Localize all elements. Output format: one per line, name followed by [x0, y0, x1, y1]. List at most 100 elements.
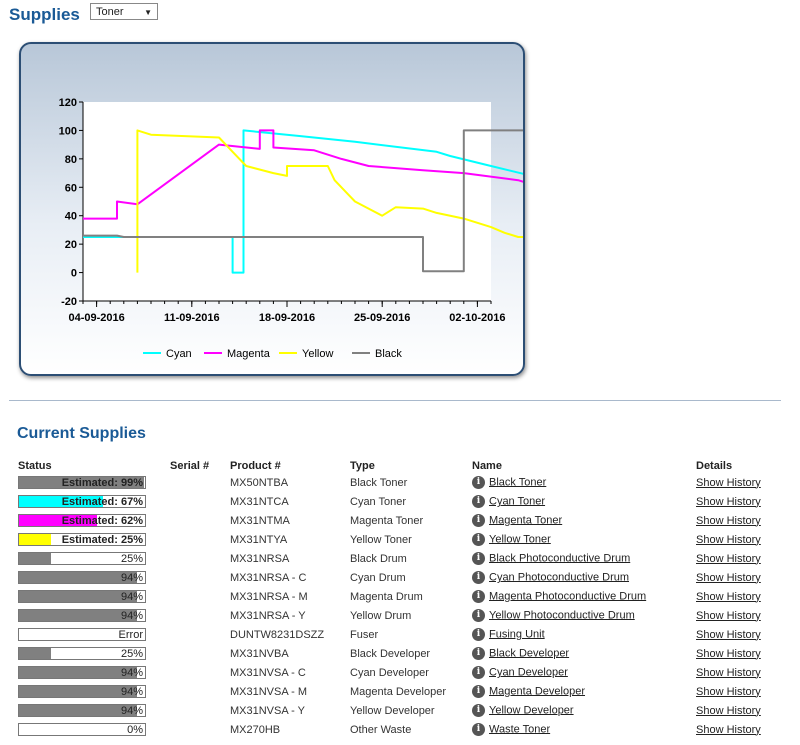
supply-name-link[interactable]: Black Developer — [489, 647, 570, 660]
product-cell: MX31NRSA - Y — [230, 609, 306, 622]
info-icon[interactable]: i — [472, 647, 485, 660]
info-icon[interactable]: i — [472, 571, 485, 584]
table-row: 94% MX31NRSA - M Magenta Drum i Magenta Phot… — [18, 587, 776, 606]
level-bar-fill — [19, 705, 138, 716]
serial-header: Serial # — [170, 459, 210, 472]
details-cell: Show History — [696, 530, 776, 549]
supply-name-link[interactable]: Cyan Photoconductive Drum — [489, 571, 630, 584]
show-history-link[interactable]: Show History — [696, 704, 761, 717]
show-history-link[interactable]: Show History — [696, 666, 761, 679]
level-bar: Estimated: 67% — [18, 495, 146, 508]
details-cell: Show History — [696, 644, 776, 663]
supply-name-link[interactable]: Magenta Developer — [489, 685, 586, 698]
details-cell: Show History — [696, 606, 776, 625]
status-cell: 94% — [18, 587, 170, 606]
info-icon[interactable]: i — [472, 495, 485, 508]
type-cell: Cyan Toner — [350, 495, 407, 508]
table-row: 94% MX31NVSA - M Magenta Developer i Magenta… — [18, 682, 776, 701]
serial-cell — [170, 492, 230, 511]
serial-cell — [170, 701, 230, 720]
supply-name-link[interactable]: Cyan Toner — [489, 495, 546, 508]
type-cell: Black Developer — [350, 647, 431, 660]
name-cell: i Yellow Photoconductive Drum — [472, 606, 696, 625]
supply-name-link[interactable]: Yellow Developer — [489, 704, 574, 717]
level-label: Estimated: 99% — [61, 477, 143, 489]
status-cell: Error — [18, 625, 170, 644]
name-cell: i Magenta Toner — [472, 511, 696, 530]
name-cell: i Black Toner — [472, 473, 696, 492]
status-cell: 94% — [18, 663, 170, 682]
info-icon[interactable]: i — [472, 552, 485, 565]
type-cell: Cyan Developer — [350, 666, 429, 679]
name-cell: i Yellow Toner — [472, 530, 696, 549]
status-cell: 94% — [18, 606, 170, 625]
product-cell: MX31NTMA — [230, 514, 290, 527]
show-history-link[interactable]: Show History — [696, 590, 761, 603]
table-row: Estimated: 67% MX31NTCA Cyan Toner i Cyan To… — [18, 492, 776, 511]
serial-cell — [170, 606, 230, 625]
supply-name-link[interactable]: Yellow Photoconductive Drum — [489, 609, 635, 622]
info-icon[interactable]: i — [472, 685, 485, 698]
level-label: Estimated: 25% — [61, 534, 143, 546]
table-row: 25% MX31NRSA Black Drum i Black Photoconduct… — [18, 549, 776, 568]
show-history-link[interactable]: Show History — [696, 723, 761, 736]
show-history-link[interactable]: Show History — [696, 495, 761, 508]
show-history-link[interactable]: Show History — [696, 647, 761, 660]
type-cell: Magenta Drum — [350, 590, 423, 603]
level-label: 25% — [120, 648, 143, 660]
info-icon[interactable]: i — [472, 514, 485, 527]
level-label: 94% — [120, 591, 143, 603]
y-tick-label: 60 — [65, 182, 77, 194]
type-cell: Yellow Drum — [350, 609, 412, 622]
series-line-cyan — [83, 129, 523, 274]
status-cell: Estimated: 99% — [18, 473, 170, 492]
info-icon[interactable]: i — [472, 533, 485, 546]
supply-name-link[interactable]: Magenta Photoconductive Drum — [489, 590, 647, 603]
show-history-link[interactable]: Show History — [696, 571, 761, 584]
level-bar-fill — [19, 515, 98, 526]
table-row: 94% MX31NRSA - C Cyan Drum i Cyan Photocondu… — [18, 568, 776, 587]
y-tick-label: 0 — [71, 268, 77, 280]
y-tick-label: 120 — [59, 97, 77, 109]
level-bar: Estimated: 62% — [18, 514, 146, 527]
supply-name-link[interactable]: Waste Toner — [489, 723, 551, 736]
info-icon[interactable]: i — [472, 590, 485, 603]
supply-type-value: Toner — [96, 6, 124, 18]
info-icon[interactable]: i — [472, 628, 485, 641]
show-history-link[interactable]: Show History — [696, 609, 761, 622]
x-tick-label: 25-09-2016 — [354, 312, 410, 324]
serial-cell — [170, 549, 230, 568]
supply-name-link[interactable]: Magenta Toner — [489, 514, 563, 527]
series-line-black — [83, 129, 523, 273]
show-history-link[interactable]: Show History — [696, 685, 761, 698]
product-cell: MX270HB — [230, 723, 281, 736]
level-bar-fill — [19, 610, 138, 621]
level-bar: 25% — [18, 552, 146, 565]
name-cell: i Waste Toner — [472, 720, 696, 739]
info-icon[interactable]: i — [472, 609, 485, 622]
supply-name-link[interactable]: Black Toner — [489, 476, 547, 489]
info-icon[interactable]: i — [472, 704, 485, 717]
show-history-link[interactable]: Show History — [696, 514, 761, 527]
level-bar: 94% — [18, 609, 146, 622]
supply-name-link[interactable]: Yellow Toner — [489, 533, 551, 546]
details-cell: Show History — [696, 511, 776, 530]
level-label: 94% — [120, 667, 143, 679]
info-icon[interactable]: i — [472, 666, 485, 679]
info-icon[interactable]: i — [472, 476, 485, 489]
info-icon[interactable]: i — [472, 723, 485, 736]
serial-cell — [170, 663, 230, 682]
show-history-link[interactable]: Show History — [696, 552, 761, 565]
show-history-link[interactable]: Show History — [696, 476, 761, 489]
show-history-link[interactable]: Show History — [696, 628, 761, 641]
supply-name-link[interactable]: Black Photoconductive Drum — [489, 552, 631, 565]
table-row: 0% MX270HB Other Waste i Waste Toner Show His… — [18, 720, 776, 739]
name-cell: i Magenta Photoconductive Drum — [472, 587, 696, 606]
supply-name-link[interactable]: Cyan Developer — [489, 666, 568, 679]
serial-cell — [170, 587, 230, 606]
details-cell: Show History — [696, 625, 776, 644]
status-cell: Estimated: 25% — [18, 530, 170, 549]
show-history-link[interactable]: Show History — [696, 533, 761, 546]
supply-name-link[interactable]: Fusing Unit — [489, 628, 545, 641]
supply-type-select[interactable]: Toner ▼ — [90, 3, 158, 20]
